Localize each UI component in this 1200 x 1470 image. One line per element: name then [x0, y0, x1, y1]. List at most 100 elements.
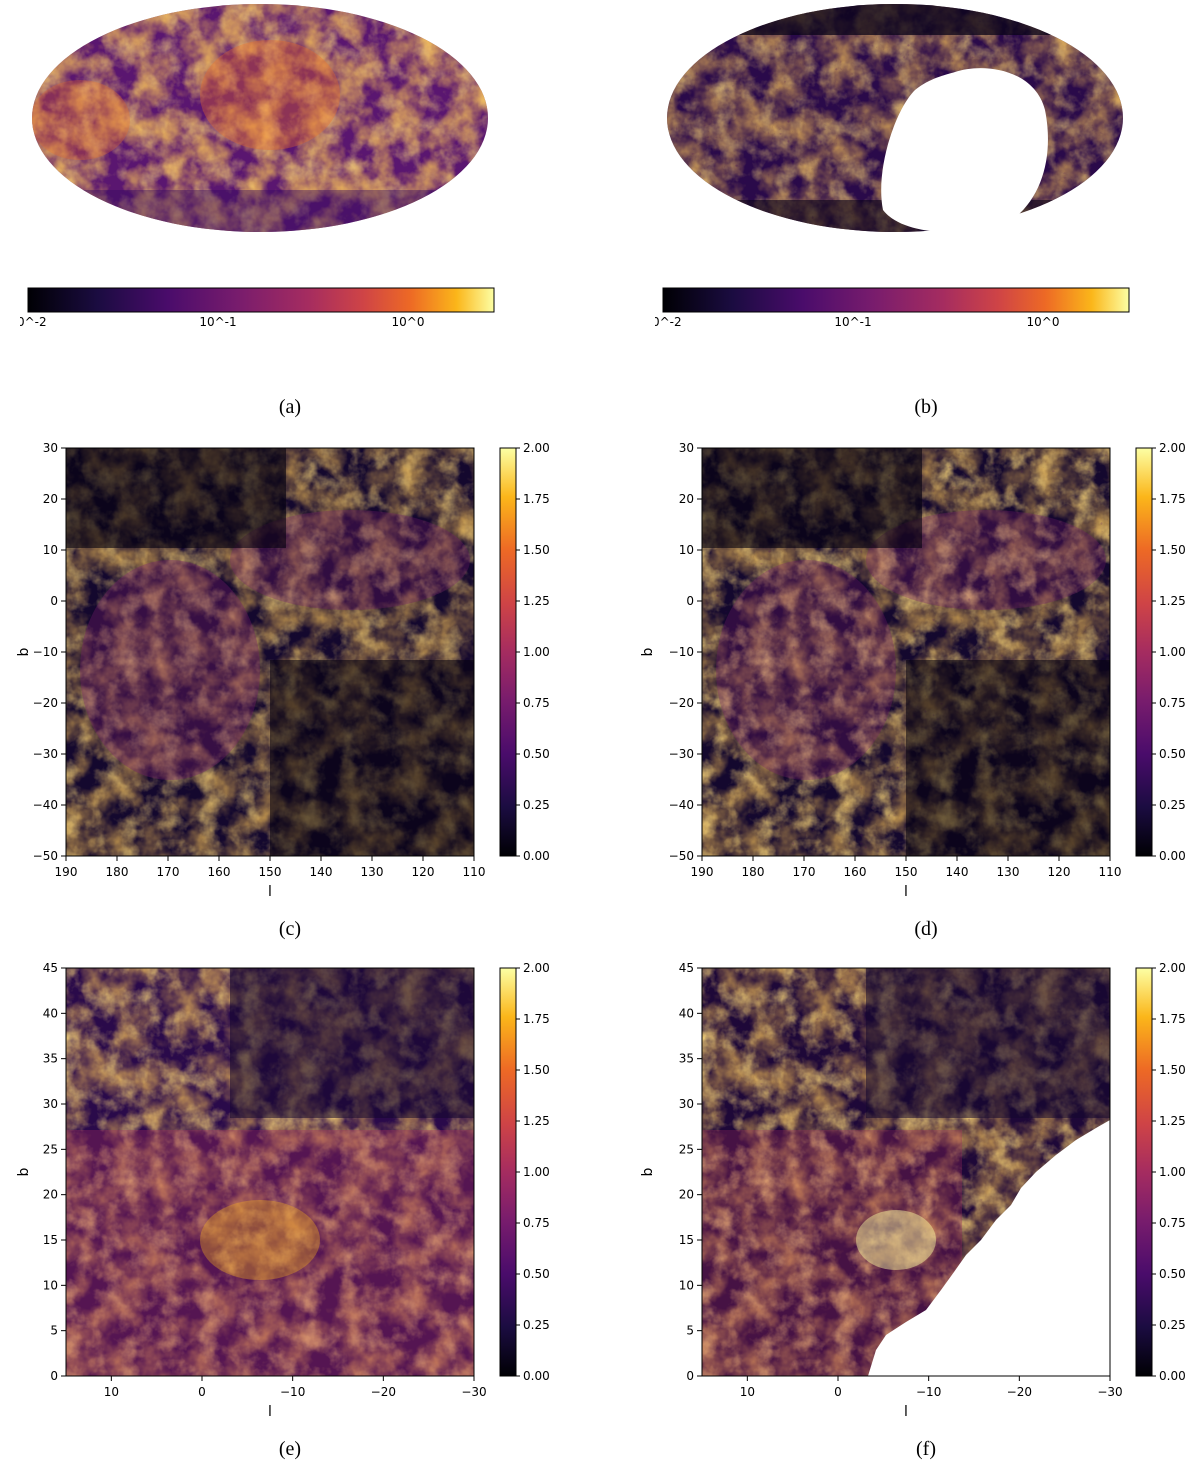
- colorbar-tick-label: 0.25: [523, 798, 550, 812]
- panel-a: 10^-2 10^-1 10^0: [9, 0, 520, 330]
- caption-d: (d): [914, 918, 938, 940]
- y-tick-label: 45: [43, 961, 58, 975]
- y-tick-label: 30: [679, 1097, 694, 1111]
- colorbar-tick-label: 0.50: [523, 1267, 550, 1281]
- colorbar-tick-label: 1.00: [1159, 645, 1186, 659]
- x-tick-label: 0: [834, 1385, 842, 1399]
- x-tick-label: 0: [198, 1385, 206, 1399]
- y-tick-label: 40: [679, 1006, 694, 1020]
- y-tick-label: 35: [43, 1052, 58, 1066]
- x-tick-label: 130: [361, 865, 384, 879]
- y-tick-label: 30: [43, 1097, 58, 1111]
- y-tick-label: 20: [679, 492, 694, 506]
- x-tick-label: −30: [1097, 1385, 1122, 1399]
- cbar-tick-b-1: 10^-1: [834, 315, 871, 329]
- xlabel-f: l: [904, 1404, 908, 1420]
- mollweide-map-a: 10^-2 10^-1 10^0: [9, 4, 495, 329]
- y-tick-label: 15: [679, 1233, 694, 1247]
- x-tick-label: 160: [844, 865, 867, 879]
- y-tick-label: −20: [669, 696, 694, 710]
- colorbar-tick-label: 1.25: [523, 1114, 550, 1128]
- x-tick-label: 150: [259, 865, 282, 879]
- masked-region-b: [881, 68, 1048, 233]
- x-tick-label: −10: [280, 1385, 305, 1399]
- y-tick-label: −10: [669, 645, 694, 659]
- y-tick-label: −30: [669, 747, 694, 761]
- ylabel-e: b: [16, 1167, 32, 1176]
- colorbar-tick-label: 1.00: [523, 1165, 550, 1179]
- colorbar-tick-label: 0.50: [1159, 747, 1186, 761]
- y-tick-label: −30: [33, 747, 58, 761]
- y-tick-label: 0: [50, 594, 58, 608]
- y-tick-label: 0: [50, 1369, 58, 1383]
- colorbar-tick-label: 2.00: [1159, 961, 1186, 975]
- xlabel-e: l: [268, 1404, 272, 1420]
- xlabel-d: l: [904, 884, 908, 900]
- ylabel-f: b: [640, 1167, 656, 1176]
- x-tick-label: 170: [793, 865, 816, 879]
- x-tick-label: 160: [208, 865, 231, 879]
- y-tick-label: −40: [669, 798, 694, 812]
- x-tick-label: −20: [1007, 1385, 1032, 1399]
- colorbar-a: [27, 287, 495, 313]
- colorbar-c: [499, 447, 517, 857]
- y-tick-label: −40: [33, 798, 58, 812]
- caption-f: (f): [916, 1438, 936, 1460]
- y-tick-label: −50: [33, 849, 58, 863]
- colorbar-e: [499, 967, 517, 1377]
- colorbar-tick-label: 0.00: [523, 1369, 550, 1383]
- caption-c: (c): [278, 918, 302, 940]
- colorbar-tick-label: 1.50: [1159, 543, 1186, 557]
- heatmap-e: 10 0 −10 −20 −30 45 40 35 30 25 20 15 10 5 0 2.00 1.75 1.…: [16, 961, 550, 1420]
- x-tick-label: 140: [310, 865, 333, 879]
- colorbar-tick-label: 1.75: [1159, 492, 1186, 506]
- heatmap-c: 190 180 170 160 150 140 130 120 110 30 20 10 0 −10 −20…: [16, 441, 550, 900]
- x-tick-label: −10: [916, 1385, 941, 1399]
- y-tick-label: 10: [43, 543, 58, 557]
- colorbar-tick-label: 1.50: [523, 543, 550, 557]
- colorbar-tick-label: 0.25: [1159, 798, 1186, 812]
- colorbar-tick-label: 1.25: [523, 594, 550, 608]
- y-tick-label: −50: [669, 849, 694, 863]
- x-tick-label: 120: [1048, 865, 1071, 879]
- colorbar-tick-label: 0.00: [523, 849, 550, 863]
- colorbar-tick-label: 1.25: [1159, 594, 1186, 608]
- colorbar-tick-label: 2.00: [1159, 441, 1186, 455]
- y-tick-label: 15: [43, 1233, 58, 1247]
- y-tick-label: 40: [43, 1006, 58, 1020]
- heatmap-f: 10 0 −10 −20 −30 45 40 35 30 25 20 15 10 5 0 2.00 1.75 1.…: [640, 961, 1186, 1420]
- ylabel-c: b: [16, 647, 32, 656]
- panel-e: 10 0 −10 −20 −30 45 40 35 30 25 20 15 10 5 0 2.00 1.75 1.…: [0, 950, 560, 1430]
- colorbar-b: [662, 287, 1130, 313]
- y-tick-label: 0: [686, 1369, 694, 1383]
- y-tick-label: 10: [43, 1278, 58, 1292]
- colorbar-tick-label: 2.00: [523, 441, 550, 455]
- colorbar-tick-label: 0.00: [1159, 1369, 1186, 1383]
- y-tick-label: −10: [33, 645, 58, 659]
- colorbar-tick-label: 1.00: [523, 645, 550, 659]
- colorbar-tick-label: 1.50: [523, 1063, 550, 1077]
- x-tick-label: 180: [742, 865, 765, 879]
- colorbar-tick-label: 1.75: [523, 1012, 550, 1026]
- colorbar-tick-label: 0.75: [523, 1216, 550, 1230]
- y-tick-label: 30: [43, 441, 58, 455]
- cbar-tick-a-0: 10^-2: [20, 315, 47, 329]
- colorbar-tick-label: 0.50: [523, 747, 550, 761]
- colorbar-tick-label: 0.75: [1159, 1216, 1186, 1230]
- panel-d: 190 180 170 160 150 140 130 120 110 30 20 10 0 −10 −20…: [636, 430, 1196, 910]
- masked-region-f: [868, 1120, 1110, 1376]
- y-tick-label: 25: [679, 1142, 694, 1156]
- y-tick-label: 30: [679, 441, 694, 455]
- y-tick-label: −20: [33, 696, 58, 710]
- x-tick-label: −30: [461, 1385, 486, 1399]
- x-tick-label: 190: [691, 865, 714, 879]
- mollweide-map-b: 10^-2 10^-1 10^0: [644, 4, 1130, 329]
- y-tick-label: 45: [679, 961, 694, 975]
- x-tick-label: 10: [104, 1385, 119, 1399]
- colorbar-tick-label: 1.50: [1159, 1063, 1186, 1077]
- x-tick-label: 150: [895, 865, 918, 879]
- colorbar-tick-label: 1.75: [1159, 1012, 1186, 1026]
- xlabel-c: l: [268, 884, 272, 900]
- cbar-tick-a-1: 10^-1: [199, 315, 236, 329]
- y-tick-label: 20: [43, 492, 58, 506]
